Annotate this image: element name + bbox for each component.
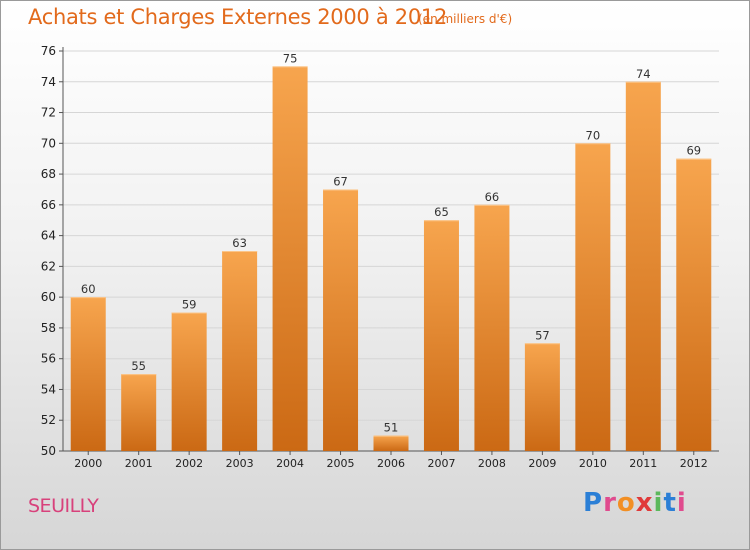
data-label: 65 — [434, 205, 449, 219]
y-tick-label: 68 — [41, 167, 56, 181]
data-label: 67 — [333, 174, 348, 188]
grid-lines — [63, 50, 719, 452]
x-tick-label: 2001 — [125, 457, 153, 470]
data-label: 51 — [384, 421, 399, 435]
x-tick-label: 2002 — [175, 457, 203, 470]
bar — [171, 312, 207, 451]
y-tick-label: 76 — [41, 44, 56, 58]
bar — [423, 220, 459, 451]
y-tick-label: 62 — [41, 259, 56, 273]
bar — [474, 204, 510, 451]
chart-unit-note: (en milliers d'€) — [418, 12, 513, 26]
data-label: 55 — [131, 359, 146, 373]
x-tick-label: 2007 — [427, 457, 455, 470]
logo-letter: i — [676, 488, 687, 518]
logo-letter: o — [616, 488, 636, 518]
bar — [272, 66, 308, 451]
y-tick-label: 54 — [41, 382, 56, 396]
x-tick-label: 2005 — [327, 457, 355, 470]
bars — [70, 66, 712, 452]
data-label: 69 — [686, 144, 701, 158]
x-tick-labels: 2000 2001 2002 2003 2004 2005 2006 2007 2008 2009… — [74, 457, 708, 470]
data-label: 74 — [636, 67, 651, 81]
y-tick-label: 56 — [41, 352, 56, 366]
bar — [222, 251, 258, 451]
y-tick-label: 74 — [41, 75, 56, 89]
chart-title: Achats et Charges Externes 2000 à 2012 — [28, 5, 448, 29]
y-tick-label: 70 — [41, 136, 56, 150]
y-tick-label: 58 — [41, 321, 56, 335]
x-tick-label: 2009 — [528, 457, 556, 470]
x-tick-label: 2008 — [478, 457, 506, 470]
y-tick-labels: 50 52 54 56 58 60 62 64 66 68 70 72 74 76 — [41, 44, 56, 458]
proxiti-logo: Proxiti — [583, 488, 687, 518]
y-tick-label: 52 — [41, 413, 56, 427]
x-tick-label: 2000 — [74, 457, 102, 470]
logo-letter: i — [653, 488, 664, 518]
data-label: 60 — [81, 282, 96, 296]
data-label: 59 — [182, 298, 197, 312]
data-label: 66 — [485, 190, 500, 204]
y-tick-label: 66 — [41, 198, 56, 212]
x-tick-label: 2003 — [226, 457, 254, 470]
x-tick-label: 2011 — [629, 457, 657, 470]
logo-letter: x — [635, 488, 654, 518]
x-tick-label: 2010 — [579, 457, 607, 470]
axes — [59, 47, 719, 455]
x-tick-label: 2004 — [276, 457, 304, 470]
logo-letter: t — [663, 488, 677, 518]
logo-letter: r — [603, 488, 617, 518]
bar — [70, 297, 106, 451]
data-label: 70 — [586, 128, 601, 142]
bar — [676, 158, 712, 451]
x-tick-label: 2006 — [377, 457, 405, 470]
y-tick-label: 72 — [41, 106, 56, 120]
y-tick-label: 60 — [41, 290, 56, 304]
bar — [524, 343, 560, 451]
data-labels: 60 55 59 63 75 67 51 65 66 57 70 74 69 — [81, 51, 701, 434]
x-tick-label: 2012 — [680, 457, 708, 470]
y-tick-label: 50 — [41, 444, 56, 458]
bar — [323, 189, 359, 451]
bar — [575, 143, 611, 452]
bar — [373, 435, 409, 451]
city-name: SEUILLY — [28, 495, 99, 517]
data-label: 75 — [283, 51, 298, 65]
logo-letter: P — [583, 488, 604, 518]
y-tick-label: 64 — [41, 229, 56, 243]
data-label: 63 — [232, 236, 247, 250]
bar — [121, 374, 157, 451]
bar — [625, 81, 661, 452]
data-label: 57 — [535, 328, 550, 342]
